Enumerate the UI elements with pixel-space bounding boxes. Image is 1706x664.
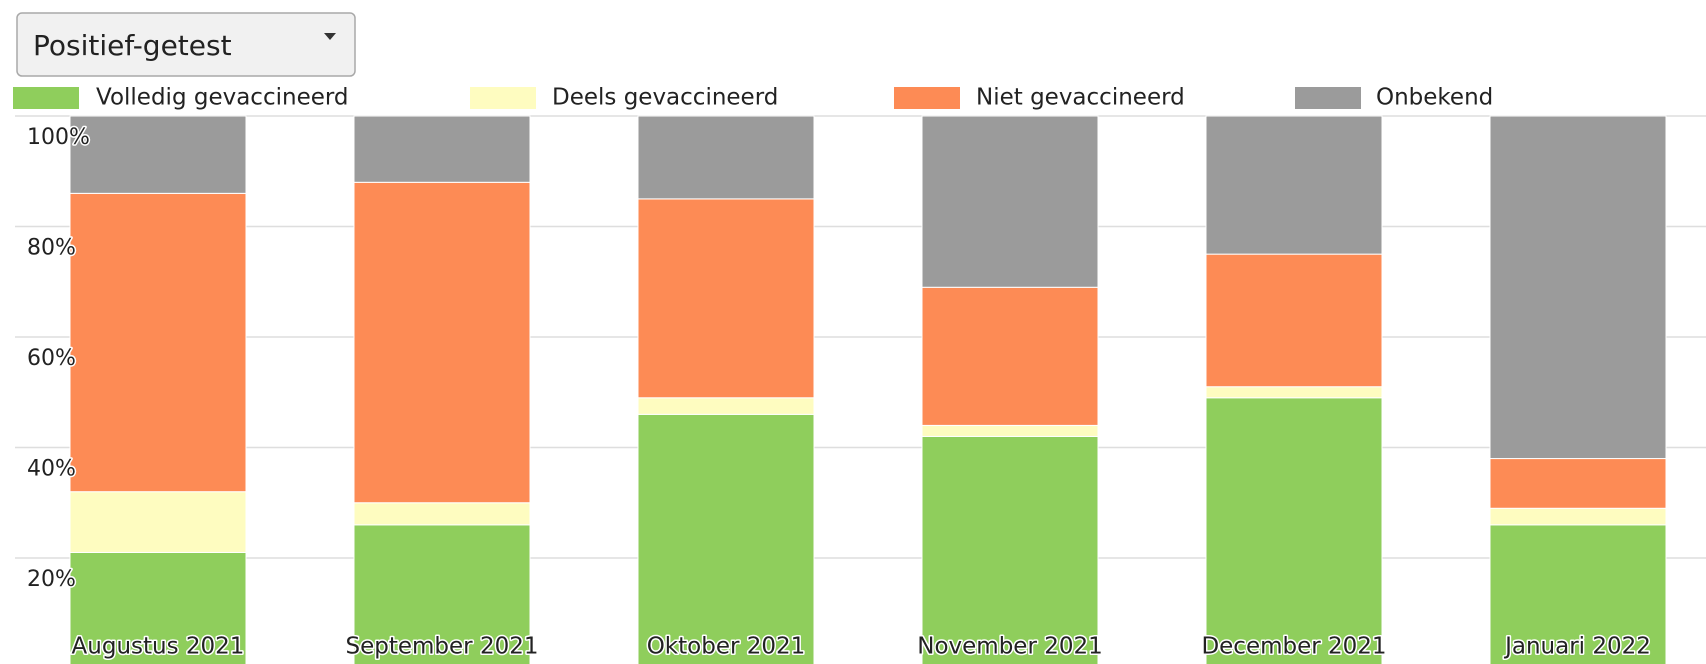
bar-segment [637,413,815,664]
bars [69,115,1667,664]
bar-segment [1489,115,1667,460]
legend: Volledig gevaccineerd Deels gevaccineerd N… [13,85,1493,111]
legend-label: Onbekend [1376,85,1493,111]
y-tick-label: 20% [27,567,76,592]
x-tick-label: Januari 2022 [1503,634,1651,660]
dropdown-button[interactable] [16,12,356,77]
y-tick-label: 60% [27,346,76,371]
dropdown[interactable]: Positief-getest [16,12,356,77]
y-tick-label: 80% [27,236,76,261]
x-tick-label: November 2021 [917,634,1103,660]
bar-segment [1489,458,1667,509]
legend-label: Volledig gevaccineerd [96,85,349,111]
x-tick-label: September 2021 [346,634,539,660]
bar-segment [353,115,531,183]
legend-swatch [470,87,536,109]
bar-segment [353,524,531,664]
grid [15,115,1706,559]
bar-segment [353,502,531,526]
bar-segment [69,491,247,553]
bar-segment [1205,397,1383,664]
bar-segment [637,198,815,399]
bar-segment [921,115,1099,288]
bar-segment [921,424,1099,437]
bar-segment [637,115,815,200]
bar-segment [1205,115,1383,255]
legend-swatch [1295,87,1361,109]
bar-segment [69,115,247,194]
bar-segment [1205,253,1383,388]
legend-swatch [894,87,960,109]
bar-segment [1489,507,1667,526]
labels: 20% 40% 60% 80% 100% Augustus 2021 September 2… [26,124,1653,662]
bar-segment [1205,386,1383,399]
bar-segment [69,192,247,493]
y-tick-label: 100% [27,125,90,150]
x-tick-label: Augustus 2021 [72,634,245,660]
bar-segment [69,551,247,664]
bar-segment [637,397,815,415]
y-tick-label: 40% [27,457,76,482]
bar-segment [921,435,1099,664]
legend-label: Niet gevaccineerd [976,85,1185,111]
x-tick-label: December 2021 [1201,634,1386,660]
bar-segment [1489,524,1667,664]
dropdown-caret[interactable] [324,33,336,40]
dropdown-label[interactable]: Positief-getest [33,29,232,62]
legend-label: Deels gevaccineerd [552,85,778,111]
x-tick-label: Oktober 2021 [647,634,806,660]
bar-segment [353,181,531,504]
legend-swatch [13,87,79,109]
bar-segment [921,286,1099,426]
